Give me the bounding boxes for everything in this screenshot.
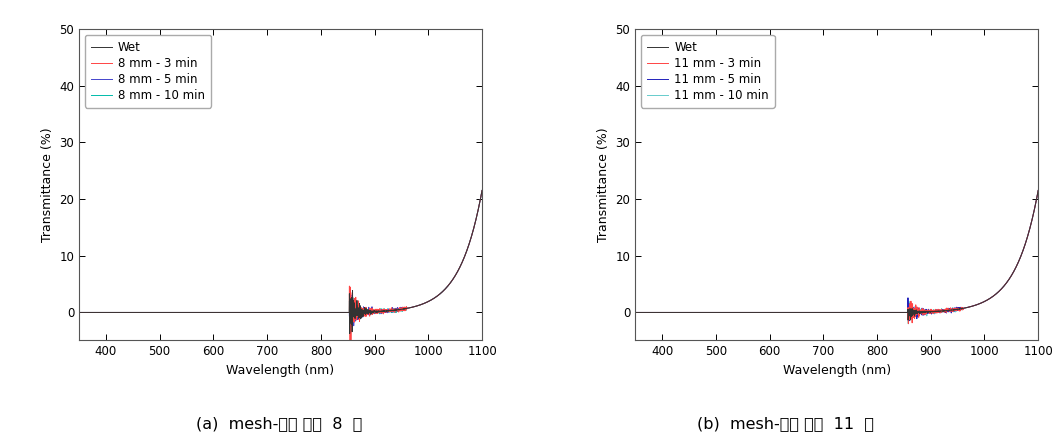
11 mm - 10 min (980, 297, 993, 303)
8 mm - 5 min (425, 297, 437, 303)
Line: 8 mm - 5 min: 8 mm - 5 min (79, 190, 482, 332)
11 mm - 5 min (1032, 188, 1045, 193)
Text: (b)  mesh-기판 거리  11  ㎍: (b) mesh-기판 거리 11 ㎍ (697, 416, 874, 431)
11 mm - 5 min (980, 297, 993, 303)
8 mm - 5 min (344, 329, 356, 334)
Wet (1032, 188, 1045, 193)
Wet (675, 310, 687, 315)
Y-axis label: Transmittance (%): Transmittance (%) (41, 128, 54, 242)
11 mm - 5 min (1024, 224, 1037, 229)
8 mm - 5 min (245, 310, 257, 315)
11 mm - 3 min (629, 310, 642, 315)
11 mm - 5 min (699, 310, 711, 315)
Wet (468, 224, 481, 229)
8 mm - 5 min (475, 188, 488, 193)
11 mm - 3 min (1024, 224, 1037, 229)
Line: Wet: Wet (79, 190, 482, 333)
Wet (475, 188, 488, 193)
X-axis label: Wavelength (nm): Wavelength (nm) (227, 364, 334, 377)
11 mm - 10 min (675, 310, 687, 315)
11 mm - 10 min (801, 310, 814, 315)
Text: (a)  mesh-기판 거리  8  ㎍: (a) mesh-기판 거리 8 ㎍ (196, 416, 363, 431)
8 mm - 5 min (468, 224, 481, 229)
Wet (629, 310, 642, 315)
Legend: Wet, 11 mm - 3 min, 11 mm - 5 min, 11 mm - 10 min: Wet, 11 mm - 3 min, 11 mm - 5 min, 11 mm… (641, 35, 775, 108)
8 mm - 3 min (425, 297, 437, 303)
8 mm - 3 min (475, 188, 488, 193)
Wet (119, 310, 132, 315)
8 mm - 10 min (468, 224, 481, 229)
11 mm - 10 min (783, 310, 796, 315)
Wet (699, 310, 711, 315)
8 mm - 10 min (475, 188, 488, 193)
8 mm - 3 min (142, 310, 155, 315)
11 mm - 5 min (783, 310, 796, 315)
Wet (228, 310, 240, 315)
Line: 11 mm - 5 min: 11 mm - 5 min (636, 190, 1038, 321)
11 mm - 5 min (801, 310, 814, 315)
8 mm - 10 min (142, 310, 155, 315)
11 mm - 3 min (980, 297, 993, 303)
X-axis label: Wavelength (nm): Wavelength (nm) (783, 364, 891, 377)
11 mm - 10 min (1024, 224, 1037, 229)
Wet (245, 310, 257, 315)
11 mm - 3 min (801, 310, 814, 315)
Wet (783, 310, 796, 315)
11 mm - 10 min (629, 310, 642, 315)
Wet (1024, 224, 1037, 229)
Line: 11 mm - 3 min: 11 mm - 3 min (636, 190, 1038, 323)
8 mm - 10 min (425, 297, 437, 303)
Legend: Wet, 8 mm - 3 min, 8 mm - 5 min, 8 mm - 10 min: Wet, 8 mm - 3 min, 8 mm - 5 min, 8 mm - … (85, 35, 211, 108)
Wet (801, 310, 814, 315)
8 mm - 5 min (228, 310, 240, 315)
11 mm - 3 min (699, 310, 711, 315)
8 mm - 10 min (73, 310, 85, 315)
8 mm - 3 min (245, 310, 257, 315)
11 mm - 3 min (675, 310, 687, 315)
Line: 8 mm - 3 min: 8 mm - 3 min (79, 190, 482, 347)
Y-axis label: Transmittance (%): Transmittance (%) (597, 128, 610, 242)
11 mm - 5 min (629, 310, 642, 315)
8 mm - 10 min (344, 321, 356, 327)
11 mm - 5 min (903, 318, 916, 323)
Line: 11 mm - 10 min: 11 mm - 10 min (636, 190, 1038, 324)
Wet (980, 297, 993, 303)
Wet (73, 310, 85, 315)
11 mm - 3 min (783, 310, 796, 315)
8 mm - 10 min (228, 310, 240, 315)
11 mm - 3 min (1032, 188, 1045, 193)
8 mm - 10 min (119, 310, 132, 315)
8 mm - 3 min (344, 344, 356, 349)
8 mm - 10 min (245, 310, 257, 315)
8 mm - 5 min (142, 310, 155, 315)
Wet (425, 297, 437, 303)
Line: 8 mm - 10 min: 8 mm - 10 min (79, 190, 482, 324)
Wet (344, 331, 356, 336)
11 mm - 10 min (902, 321, 915, 327)
8 mm - 5 min (119, 310, 132, 315)
11 mm - 3 min (902, 321, 915, 326)
Wet (142, 310, 155, 315)
11 mm - 10 min (1032, 188, 1045, 193)
8 mm - 3 min (119, 310, 132, 315)
11 mm - 5 min (675, 310, 687, 315)
11 mm - 10 min (699, 310, 711, 315)
8 mm - 3 min (73, 310, 85, 315)
Wet (902, 318, 915, 323)
8 mm - 3 min (228, 310, 240, 315)
Line: Wet: Wet (636, 190, 1038, 320)
8 mm - 3 min (468, 224, 481, 229)
8 mm - 5 min (73, 310, 85, 315)
